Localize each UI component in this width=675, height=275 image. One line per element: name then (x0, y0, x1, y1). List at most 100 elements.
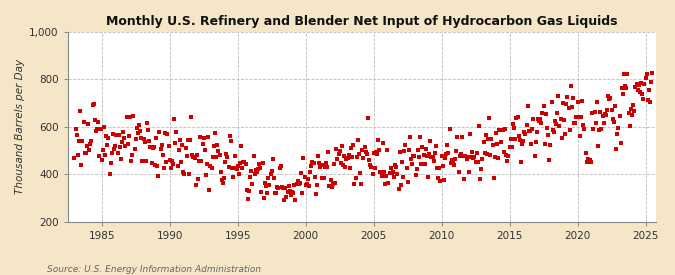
Point (264, 183, 275, 187)
Point (331, 147, 342, 151)
Point (312, 183, 323, 188)
Point (461, 157, 472, 161)
Point (594, 128, 605, 132)
Point (196, 158, 207, 163)
Point (107, 150, 117, 155)
Point (125, 115, 136, 120)
Point (536, 121, 547, 126)
Point (97, 148, 108, 152)
Point (209, 144, 219, 148)
Point (134, 123, 144, 128)
Point (543, 133, 554, 137)
Point (492, 142, 503, 146)
Point (522, 103, 533, 108)
Point (573, 114, 584, 119)
Point (275, 164, 286, 169)
Point (190, 183, 201, 188)
Point (195, 134, 206, 139)
Point (132, 126, 142, 130)
Point (484, 116, 495, 120)
Point (606, 108, 617, 112)
Point (518, 139, 529, 144)
Point (266, 169, 277, 173)
Point (277, 185, 288, 190)
Point (444, 126, 455, 131)
Point (514, 138, 525, 142)
Point (493, 156, 504, 160)
Point (506, 137, 516, 141)
Point (571, 114, 582, 119)
Point (281, 194, 292, 199)
Point (333, 152, 344, 156)
Point (531, 140, 541, 145)
Point (366, 165, 377, 169)
Point (341, 157, 352, 162)
Point (386, 171, 397, 175)
Point (601, 113, 612, 117)
Point (596, 126, 607, 131)
Point (572, 100, 583, 104)
Point (479, 150, 490, 155)
Point (619, 72, 630, 76)
Point (169, 117, 180, 121)
Point (449, 163, 460, 167)
Point (75, 109, 86, 113)
Point (335, 161, 346, 165)
Point (373, 138, 383, 142)
Point (399, 148, 410, 153)
Point (249, 171, 260, 176)
Point (585, 158, 595, 162)
Point (92, 127, 103, 131)
Point (337, 144, 348, 148)
Point (477, 156, 488, 161)
Point (112, 151, 123, 155)
Point (85, 142, 96, 147)
Point (159, 165, 169, 170)
Point (622, 72, 633, 76)
Text: Source: U.S. Energy Information Administration: Source: U.S. Energy Information Administ… (47, 265, 261, 274)
Point (546, 100, 557, 105)
Point (510, 136, 520, 141)
Point (414, 135, 425, 139)
Point (574, 134, 585, 138)
Point (456, 152, 466, 157)
Point (554, 124, 565, 128)
Point (167, 162, 178, 166)
Point (128, 114, 139, 119)
Point (113, 133, 124, 137)
Point (623, 111, 634, 115)
Point (101, 134, 111, 138)
Point (443, 151, 454, 155)
Point (162, 131, 173, 136)
Point (221, 152, 232, 156)
Point (350, 176, 361, 180)
Point (506, 145, 517, 149)
Point (369, 166, 380, 170)
Point (391, 165, 402, 169)
Point (435, 179, 446, 183)
Point (605, 95, 616, 100)
Point (429, 159, 439, 163)
Point (354, 171, 365, 175)
Point (272, 185, 283, 190)
Point (135, 129, 146, 133)
Point (475, 177, 485, 181)
Point (88, 102, 99, 106)
Point (229, 166, 240, 170)
Point (402, 180, 413, 184)
Point (117, 140, 128, 144)
Point (377, 141, 388, 145)
Point (352, 138, 363, 142)
Point (147, 146, 158, 150)
Point (437, 163, 448, 168)
Point (299, 175, 310, 180)
Point (145, 145, 156, 150)
Point (548, 130, 559, 134)
Point (140, 159, 151, 163)
Point (247, 182, 258, 186)
Point (220, 160, 231, 164)
Point (180, 146, 191, 151)
Point (269, 176, 279, 180)
Point (129, 147, 140, 151)
Point (631, 82, 642, 86)
